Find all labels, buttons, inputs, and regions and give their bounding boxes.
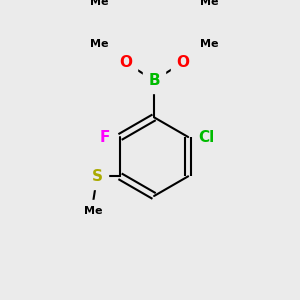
Text: Me: Me — [200, 39, 218, 49]
Text: Me: Me — [84, 206, 102, 216]
Text: S: S — [92, 169, 103, 184]
Text: F: F — [100, 130, 110, 145]
Text: Me: Me — [200, 0, 218, 7]
Text: Cl: Cl — [198, 130, 214, 145]
Text: Me: Me — [90, 39, 109, 49]
Text: O: O — [176, 55, 189, 70]
Text: Me: Me — [90, 0, 109, 7]
Text: O: O — [119, 55, 132, 70]
Text: B: B — [148, 73, 160, 88]
